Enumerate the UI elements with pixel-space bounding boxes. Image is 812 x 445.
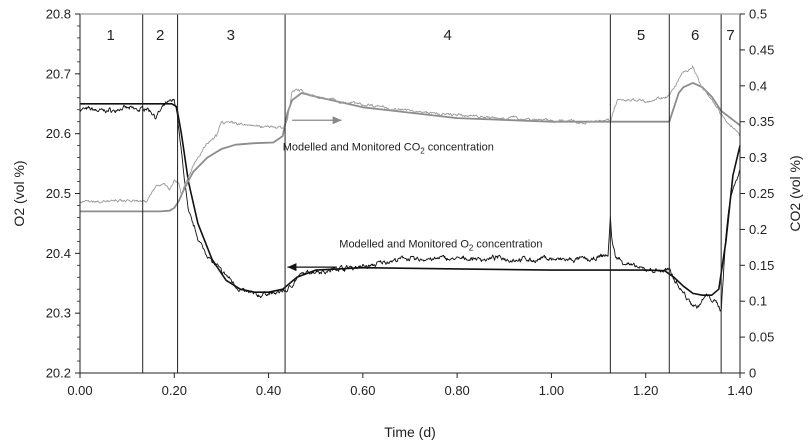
annotation-main: Modelled and Monitored O: [339, 238, 469, 250]
x-axis-label: Time (d): [384, 424, 436, 440]
text-labels: 0.00 0.20 0.40 0.60 0.80 1.00 1.20 1.4020.220.3…: [11, 7, 803, 441]
series-layer: [79, 65, 741, 312]
y-left-tick-label: 20.6: [46, 126, 71, 141]
phase-label: 5: [637, 27, 645, 44]
x-tick-label: 0.60: [350, 383, 375, 398]
y-left-tick-label: 20.7: [46, 66, 71, 81]
y-left-tick-label: 20.8: [46, 7, 71, 22]
y-right-tick-label: 0.45: [749, 42, 774, 57]
x-tick-label: 0.80: [444, 383, 469, 398]
phase-label: 4: [444, 27, 452, 44]
y-right-tick-label: 0.35: [749, 114, 774, 129]
y-left-tick-label: 20.2: [46, 366, 71, 381]
y-right-tick-label: 0.4: [749, 78, 767, 93]
y-left-tick-label: 20.3: [46, 306, 71, 321]
phase-label: 7: [726, 27, 734, 44]
annotation-main: Modelled and Monitored CO: [283, 141, 421, 153]
annotation-tail: concentration: [425, 141, 494, 153]
x-tick-label: 0.40: [256, 383, 281, 398]
phase-label: 2: [156, 27, 164, 44]
y-right-tick-label: 0.25: [749, 186, 774, 201]
annotation-subscript: 2: [420, 146, 425, 155]
annotation-subscript: 2: [469, 243, 474, 252]
x-tick-label: 1.40: [727, 383, 752, 398]
annotation-arrow-head: [287, 263, 297, 272]
series-line-monitored-co2: [79, 65, 741, 204]
y-left-axis-label: O2 (vol %): [11, 160, 27, 226]
phase-label: 6: [691, 27, 699, 44]
series-line-monitored-o2: [79, 98, 741, 312]
phase-label: 3: [227, 27, 235, 44]
x-tick-label: 1.00: [539, 383, 564, 398]
phase-dividers: [142, 14, 722, 373]
y-right-tick-label: 0.5: [749, 7, 767, 22]
y-right-tick-label: 0.3: [749, 150, 767, 165]
y-right-axis-label: CO2 (vol %): [787, 155, 803, 231]
x-tick-label: 0.00: [67, 383, 92, 398]
y-left-tick-label: 20.5: [46, 186, 71, 201]
y-right-tick-label: 0.15: [749, 258, 774, 273]
plot-frame: [79, 13, 741, 374]
y-right-tick-label: 0: [749, 366, 756, 381]
y-right-tick-label: 0.05: [749, 330, 774, 345]
annotation-arrow-head: [332, 116, 342, 125]
x-tick-label: 1.20: [633, 383, 658, 398]
axis-ticks: [75, 13, 745, 378]
y-right-tick-label: 0.1: [749, 294, 767, 309]
x-tick-label: 0.20: [162, 383, 187, 398]
phase-label: 1: [106, 27, 114, 44]
y-left-tick-label: 20.4: [46, 246, 71, 261]
y-right-tick-label: 0.2: [749, 222, 767, 237]
annotation-text: Modelled and Monitored CO2 concentration: [283, 141, 494, 155]
annotation-tail: concentration: [473, 238, 542, 250]
annotation-text: Modelled and Monitored O2 concentration: [339, 238, 542, 252]
